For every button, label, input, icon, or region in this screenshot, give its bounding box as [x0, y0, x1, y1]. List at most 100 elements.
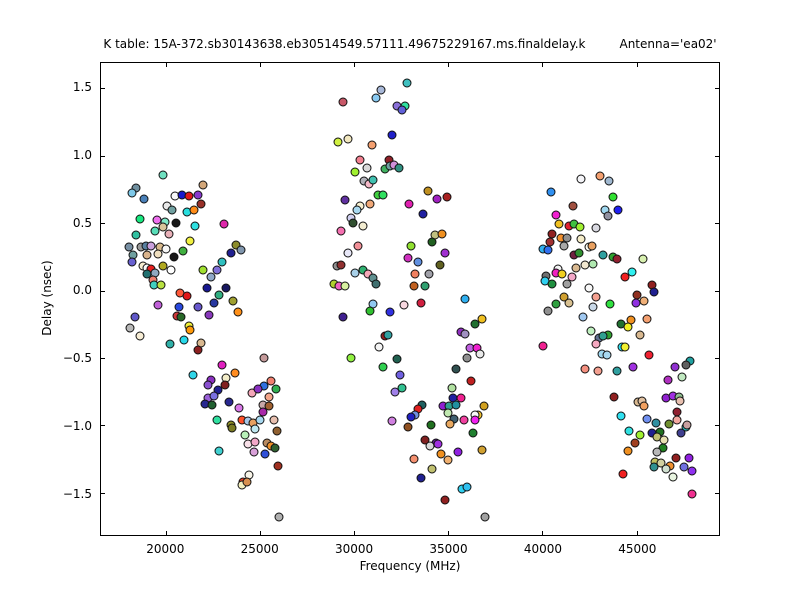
data-point	[374, 342, 384, 352]
data-point	[635, 430, 645, 440]
x-tick-mark	[636, 63, 638, 67]
y-tick-mark	[715, 425, 719, 427]
data-point	[336, 260, 346, 270]
data-point	[264, 392, 274, 402]
data-point	[656, 458, 666, 468]
data-point	[477, 314, 487, 324]
data-point	[418, 209, 428, 219]
data-point	[635, 330, 645, 340]
data-point	[240, 430, 250, 440]
data-point	[612, 254, 622, 264]
data-point	[543, 306, 553, 316]
data-point	[661, 464, 671, 473]
data-point	[571, 263, 581, 273]
data-point	[338, 97, 348, 107]
data-point	[593, 366, 603, 376]
data-point	[250, 437, 260, 447]
x-tick-label: 45000	[618, 542, 657, 556]
data-point	[443, 455, 453, 465]
data-point	[466, 376, 476, 386]
data-point	[576, 174, 586, 184]
x-tick-label: 25000	[240, 542, 279, 556]
plot-area	[100, 62, 720, 536]
data-point	[664, 419, 674, 429]
data-point	[568, 201, 578, 211]
data-point	[663, 375, 673, 384]
data-point	[174, 302, 184, 312]
data-point	[249, 447, 259, 457]
data-point	[451, 364, 461, 374]
data-point	[623, 322, 633, 332]
data-point	[562, 279, 572, 289]
data-point	[475, 349, 485, 359]
data-point	[190, 221, 200, 231]
data-point	[158, 170, 168, 180]
data-point	[338, 312, 348, 322]
data-point	[409, 454, 419, 464]
data-point	[480, 512, 490, 522]
data-point	[156, 280, 166, 290]
data-point	[193, 345, 203, 355]
y-tick-mark	[715, 492, 719, 494]
data-point	[554, 219, 564, 229]
data-point	[219, 219, 229, 229]
data-point	[468, 428, 478, 438]
data-point	[227, 423, 237, 433]
data-point	[587, 241, 597, 251]
data-point	[442, 192, 452, 202]
data-point	[588, 302, 598, 312]
chart-title-row: K table: 15A-372.sb30143638.eb30514549.5…	[100, 37, 720, 51]
data-point	[416, 473, 426, 483]
data-point	[234, 403, 244, 413]
y-tick-label: 1.0	[72, 148, 92, 163]
data-point	[204, 310, 214, 320]
data-point	[171, 218, 181, 228]
data-point	[166, 265, 176, 275]
data-point	[273, 461, 283, 471]
data-point	[158, 222, 168, 232]
y-tick-mark	[715, 88, 719, 90]
data-point	[409, 281, 419, 291]
data-point	[176, 312, 186, 322]
data-point	[242, 477, 252, 487]
data-point	[358, 221, 368, 231]
data-point	[127, 257, 137, 267]
data-point	[135, 214, 145, 224]
data-point	[231, 240, 241, 250]
data-point	[189, 205, 199, 215]
data-point	[424, 269, 434, 279]
data-point	[260, 449, 270, 459]
data-point	[392, 354, 402, 364]
y-tick-mark	[715, 290, 719, 292]
data-point	[671, 453, 681, 463]
data-point	[410, 269, 420, 279]
data-point	[604, 176, 614, 186]
data-point	[670, 362, 680, 372]
data-point	[142, 250, 152, 260]
y-tick-mark	[101, 223, 105, 225]
data-point	[130, 312, 140, 322]
data-point	[371, 279, 381, 289]
data-point	[538, 341, 548, 351]
data-point	[649, 462, 658, 472]
data-point	[631, 298, 641, 308]
data-point	[642, 314, 652, 324]
data-point	[270, 443, 280, 453]
data-point	[420, 281, 430, 291]
data-point	[353, 241, 363, 251]
data-point	[447, 383, 457, 393]
data-point	[564, 298, 574, 308]
data-point	[209, 391, 219, 401]
y-tick-label: −0.5	[62, 351, 92, 366]
data-point	[403, 253, 413, 263]
data-point	[233, 307, 243, 317]
data-point	[479, 401, 489, 411]
data-point	[127, 188, 137, 198]
data-point	[557, 269, 567, 279]
data-point	[618, 469, 628, 479]
data-point	[207, 400, 217, 410]
data-point	[385, 307, 395, 317]
data-point	[608, 192, 618, 202]
data-point	[470, 319, 480, 329]
